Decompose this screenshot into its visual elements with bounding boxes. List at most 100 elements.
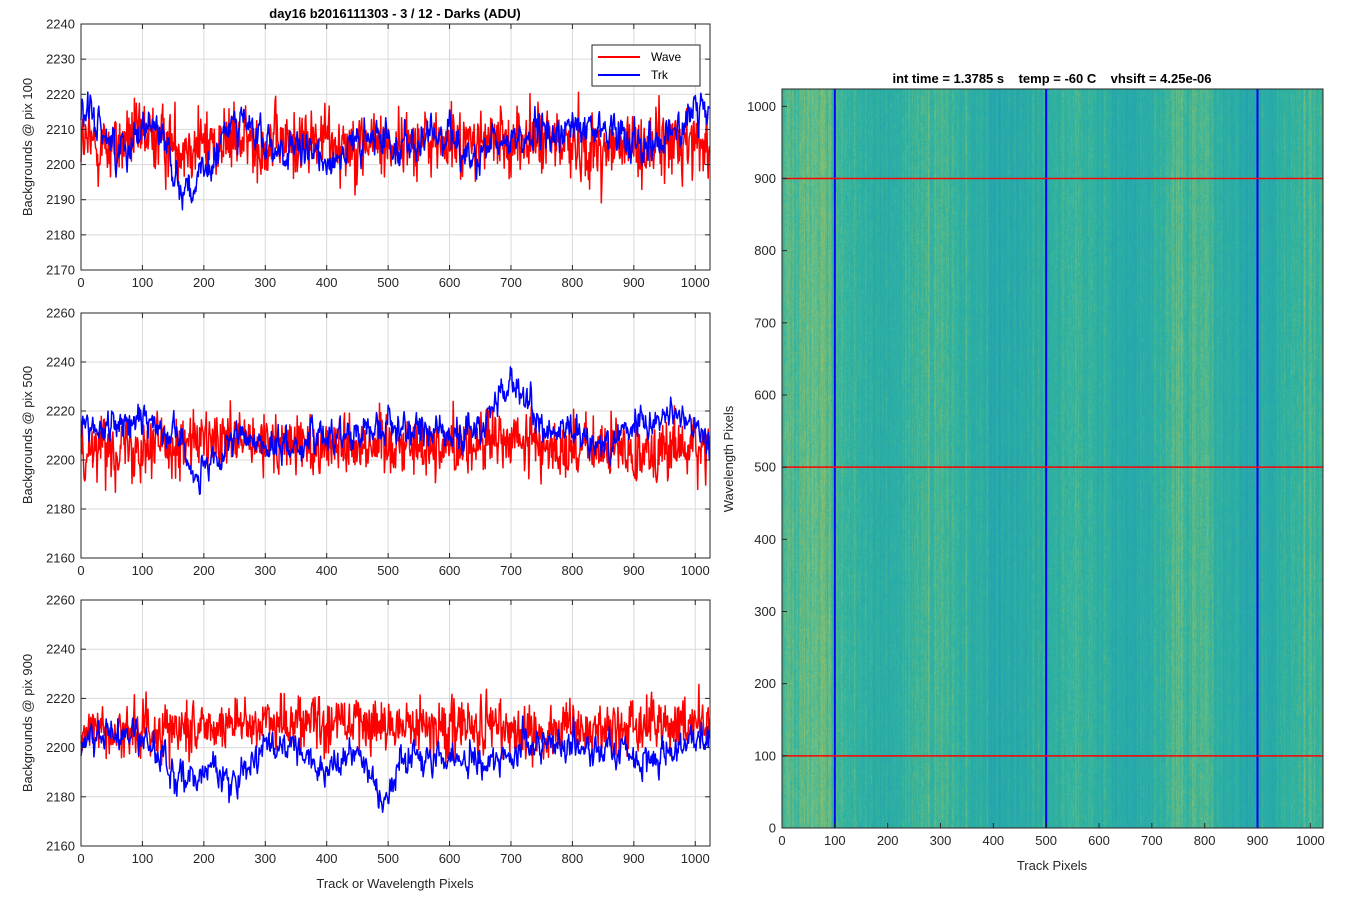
y-tick-label: 2170 — [46, 263, 75, 278]
panel-2-ticks: 0 100 200 300 400 500 600 700 800 900 1000 2160 2180… — [46, 306, 710, 578]
heatmap-panel: int time = 1.3785 s temp = -60 C vhsift … — [721, 71, 1325, 873]
x-tick-label: 400 — [316, 563, 338, 578]
y-tick-label: 2180 — [46, 227, 75, 242]
x-tick-label: 600 — [439, 851, 461, 866]
panel-1-ticks: 0 100 200 300 400 500 600 700 800 900 1000 2170 2180… — [46, 17, 710, 290]
x-tick-label: 600 — [1088, 833, 1110, 848]
legend: Wave Trk — [591, 44, 701, 87]
panel-1-frame — [80, 23, 711, 271]
y-tick-label: 1000 — [747, 99, 776, 114]
heatmap-xlabel: Track Pixels — [1017, 858, 1088, 873]
y-tick-label: 500 — [754, 460, 776, 475]
heatmap-marker-lines — [782, 89, 1323, 828]
y-tick-label: 2200 — [46, 740, 75, 755]
legend-box — [591, 44, 701, 87]
x-tick-label: 900 — [1247, 833, 1269, 848]
x-tick-label: 100 — [824, 833, 846, 848]
panel-3-frame — [80, 599, 711, 847]
series-line-trk — [80, 366, 711, 496]
y-tick-label: 2200 — [46, 157, 75, 172]
panel-3-series — [80, 683, 711, 813]
y-tick-label: 700 — [754, 315, 776, 330]
panel-1-series — [80, 91, 711, 211]
y-tick-label: 2180 — [46, 502, 75, 517]
x-tick-label: 600 — [439, 563, 461, 578]
y-tick-label: 2220 — [46, 87, 75, 102]
y-tick-label: 600 — [754, 387, 776, 402]
x-tick-label: 1000 — [681, 563, 710, 578]
x-tick-label: 300 — [254, 851, 276, 866]
legend-label-trk: Trk — [651, 68, 669, 82]
y-tick-label: 2210 — [46, 122, 75, 137]
panel-1-ylabel: Backgrounds @ pix 100 — [20, 78, 35, 216]
x-tick-label: 500 — [1035, 833, 1057, 848]
x-tick-label: 300 — [930, 833, 952, 848]
x-tick-label: 0 — [778, 833, 785, 848]
y-tick-label: 0 — [769, 821, 776, 836]
x-tick-label: 400 — [316, 275, 338, 290]
y-tick-label: 800 — [754, 243, 776, 258]
y-tick-label: 2220 — [46, 404, 75, 419]
y-tick-label: 2230 — [46, 52, 75, 67]
x-tick-label: 800 — [562, 563, 584, 578]
x-tick-label: 0 — [77, 563, 84, 578]
y-tick-label: 2160 — [46, 551, 75, 566]
x-tick-label: 500 — [377, 851, 399, 866]
panel-pix-500: 0 100 200 300 400 500 600 700 800 900 1000 2160 2180… — [20, 306, 711, 578]
y-tick-label: 2220 — [46, 691, 75, 706]
series-line-wave — [80, 683, 711, 770]
x-tick-label: 700 — [500, 851, 522, 866]
x-tick-label: 900 — [623, 563, 645, 578]
x-tick-label: 100 — [132, 851, 154, 866]
heatmap-ticks: 0 100 200 300 400 500 600 700 800 900 1000 0 100 200 3… — [747, 99, 1325, 848]
y-tick-label: 200 — [754, 676, 776, 691]
y-tick-label: 100 — [754, 748, 776, 763]
x-tick-label: 200 — [193, 275, 215, 290]
panel-3-ylabel: Backgrounds @ pix 900 — [20, 654, 35, 792]
x-tick-label: 300 — [254, 275, 276, 290]
heatmap-canvas — [782, 89, 1323, 828]
x-tick-label: 800 — [1194, 833, 1216, 848]
panel-3-xlabel: Track or Wavelength Pixels — [316, 876, 474, 891]
x-tick-label: 500 — [377, 275, 399, 290]
legend-label-wave: Wave — [651, 50, 682, 64]
x-tick-label: 200 — [193, 851, 215, 866]
x-tick-label: 900 — [623, 851, 645, 866]
panel-2-frame — [80, 312, 711, 559]
y-tick-label: 2160 — [46, 839, 75, 854]
y-tick-label: 2240 — [46, 17, 75, 32]
panel-3-ticks: 0 100 200 300 400 500 600 700 800 900 1000 2160 2180… — [46, 593, 710, 866]
x-tick-label: 400 — [982, 833, 1004, 848]
x-tick-label: 100 — [132, 275, 154, 290]
heatmap-image — [782, 89, 1323, 828]
x-tick-label: 800 — [562, 275, 584, 290]
x-tick-label: 800 — [562, 851, 584, 866]
x-tick-label: 900 — [623, 275, 645, 290]
y-tick-label: 2240 — [46, 642, 75, 657]
panel-2-series — [80, 366, 711, 496]
x-tick-label: 500 — [377, 563, 399, 578]
y-tick-label: 900 — [754, 171, 776, 186]
y-tick-label: 2190 — [46, 192, 75, 207]
x-tick-label: 1000 — [1296, 833, 1325, 848]
x-tick-label: 0 — [77, 851, 84, 866]
heatmap-title: int time = 1.3785 s temp = -60 C vhsift … — [892, 71, 1211, 86]
x-tick-label: 1000 — [681, 275, 710, 290]
x-tick-label: 400 — [316, 851, 338, 866]
x-tick-label: 1000 — [681, 851, 710, 866]
y-tick-label: 2260 — [46, 306, 75, 321]
panel-pix-100: 0 100 200 300 400 500 600 700 800 900 1000 2170 2180… — [20, 17, 711, 290]
x-tick-label: 700 — [500, 563, 522, 578]
series-line-trk — [80, 715, 711, 813]
y-tick-label: 400 — [754, 532, 776, 547]
figure-title: day16 b2016111303 - 3 / 12 - Darks (ADU) — [269, 6, 520, 21]
x-tick-label: 0 — [77, 275, 84, 290]
panel-pix-900: 0 100 200 300 400 500 600 700 800 900 1000 2160 2180… — [20, 593, 711, 891]
x-tick-label: 200 — [877, 833, 899, 848]
x-tick-label: 600 — [439, 275, 461, 290]
y-tick-label: 2240 — [46, 355, 75, 370]
x-tick-label: 700 — [500, 275, 522, 290]
y-tick-label: 300 — [754, 604, 776, 619]
series-line-trk — [80, 91, 711, 211]
y-tick-label: 2260 — [46, 593, 75, 608]
